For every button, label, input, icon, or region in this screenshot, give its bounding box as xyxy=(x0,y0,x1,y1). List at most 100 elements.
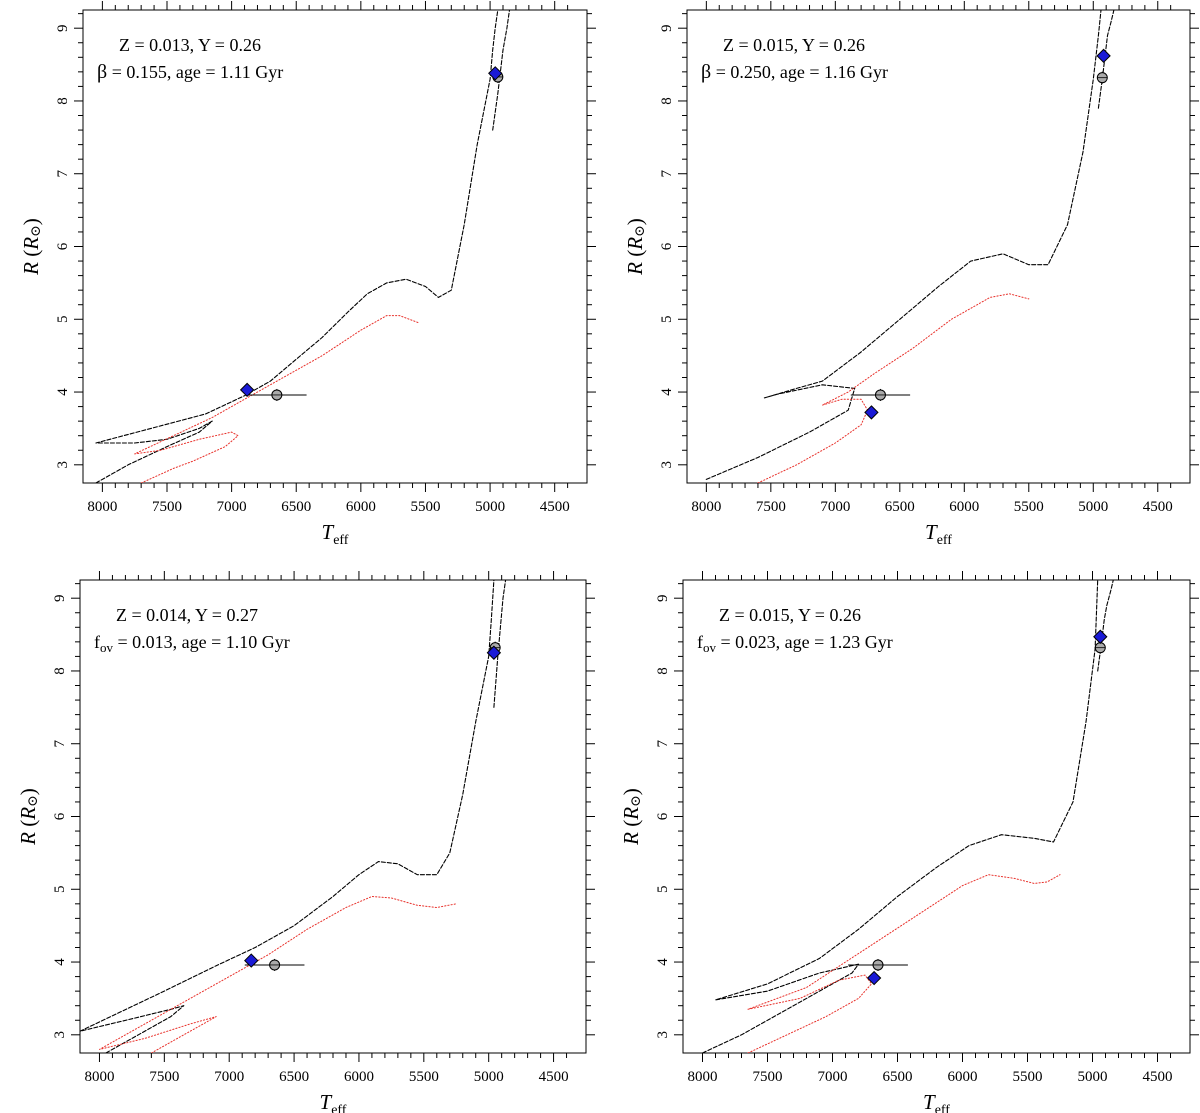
x-axis-subscript: eff xyxy=(935,1103,951,1113)
y-axis-title: R (R⊙) xyxy=(19,218,44,276)
y-axis-close-paren: ) xyxy=(19,218,43,225)
y-axis-unit-subscript: ⊙ xyxy=(633,225,648,237)
annotation-composition: Z = 0.015, Y = 0.26 xyxy=(723,35,865,55)
y-tick-label: 7 xyxy=(52,739,68,747)
y-tick-label: 9 xyxy=(655,594,671,602)
y-axis-open-paren: ( xyxy=(16,820,40,832)
x-axis-subscript: eff xyxy=(333,533,349,548)
x-axis-title: Teff xyxy=(923,1090,950,1113)
annotation-parameter-symbol: β xyxy=(701,61,711,83)
y-axis-unit: R xyxy=(19,237,43,251)
x-tick-label: 6500 xyxy=(885,499,915,515)
x-axis-symbol: T xyxy=(925,520,938,544)
annotation-parameter-values: = 0.155, age = 1.11 Gyr xyxy=(107,62,283,82)
annotation-parameter-values: = 0.250, age = 1.16 Gyr xyxy=(711,62,888,82)
x-tick-label: 6000 xyxy=(948,1069,978,1085)
annotation-parameter-symbol: f xyxy=(94,632,100,652)
y-axis-symbol: R xyxy=(619,832,643,846)
x-tick-label: 7000 xyxy=(217,499,247,515)
y-tick-label: 5 xyxy=(659,316,675,324)
y-axis-close-paren: ) xyxy=(623,218,647,225)
secondary-track-line xyxy=(747,874,1061,1053)
model-point xyxy=(239,382,255,398)
model-point xyxy=(866,970,882,986)
y-axis-symbol: R xyxy=(16,832,40,846)
x-axis-subscript: eff xyxy=(937,533,953,548)
y-axis-unit-subscript: ⊙ xyxy=(629,795,644,807)
y-tick-label: 4 xyxy=(659,388,675,396)
x-tick-label: 5000 xyxy=(475,499,505,515)
y-axis-title: R (R⊙) xyxy=(619,788,644,846)
data-layer xyxy=(701,580,1114,1053)
data-layer xyxy=(705,10,1115,483)
model-point xyxy=(244,953,259,968)
y-axis-unit: R xyxy=(623,237,647,251)
x-tick-label: 6500 xyxy=(883,1069,913,1085)
x-tick-label: 8000 xyxy=(87,499,117,515)
y-tick-label: 8 xyxy=(52,667,68,675)
secondary-track-line xyxy=(757,293,1030,483)
annotation-parameters: fov = 0.023, age = 1.23 Gyr xyxy=(697,632,893,655)
x-tick-label: 5000 xyxy=(1078,1069,1108,1085)
annotation-parameters: β = 0.155, age = 1.11 Gyr xyxy=(97,61,283,83)
annotation-parameter-subscript: ov xyxy=(100,640,114,655)
y-tick-label: 5 xyxy=(55,316,71,324)
y-axis-title: R (R⊙) xyxy=(16,788,41,846)
x-tick-label: 8000 xyxy=(688,1069,718,1085)
annotation-parameter-symbol: β xyxy=(97,61,107,83)
y-tick-label: 3 xyxy=(55,461,71,469)
y-tick-label: 5 xyxy=(52,886,68,894)
model-point xyxy=(488,66,503,81)
x-tick-label: 8000 xyxy=(691,499,721,515)
primary-track-line xyxy=(95,10,499,483)
x-tick-label: 7500 xyxy=(149,1069,179,1085)
annotation-parameter-values: = 0.013, age = 1.10 Gyr xyxy=(113,632,290,652)
model-point xyxy=(1096,48,1111,64)
x-tick-label: 6000 xyxy=(346,499,376,515)
x-axis-symbol: T xyxy=(923,1090,936,1113)
y-tick-label: 9 xyxy=(55,24,71,32)
x-tick-label: 6500 xyxy=(281,499,311,515)
secondary-track-line xyxy=(99,896,457,1053)
model-point xyxy=(864,405,879,420)
x-tick-label: 4500 xyxy=(540,499,570,515)
y-tick-label: 9 xyxy=(659,24,675,32)
y-tick-label: 8 xyxy=(659,97,675,105)
x-tick-label: 5500 xyxy=(1013,1069,1043,1085)
y-axis-open-paren: ( xyxy=(619,820,643,832)
x-tick-label: 6000 xyxy=(949,499,979,515)
y-axis-unit-subscript: ⊙ xyxy=(29,225,44,237)
x-axis-title: Teff xyxy=(925,520,952,548)
annotation-parameters: β = 0.250, age = 1.16 Gyr xyxy=(701,61,888,83)
x-axis-title: Teff xyxy=(320,1090,347,1113)
y-axis-unit-subscript: ⊙ xyxy=(26,795,41,807)
y-tick-label: 8 xyxy=(655,667,671,675)
x-axis-title: Teff xyxy=(322,520,349,548)
x-tick-label: 7500 xyxy=(756,499,786,515)
primary-track-line xyxy=(1097,10,1115,109)
x-tick-label: 4500 xyxy=(539,1069,569,1085)
x-tick-label: 5500 xyxy=(1014,499,1044,515)
annotation-parameter-subscript: ov xyxy=(703,640,717,655)
x-axis-symbol: T xyxy=(320,1090,333,1113)
x-tick-label: 8000 xyxy=(84,1069,114,1085)
model-point xyxy=(1093,629,1108,644)
x-tick-label: 4500 xyxy=(1143,1069,1173,1085)
y-tick-label: 3 xyxy=(659,461,675,469)
panel-3: 8000 7500 7000 6500 6000 5500 5000 4500 3 4 5 6 7 8 9 T… xyxy=(16,571,595,1113)
y-axis-close-paren: ) xyxy=(16,788,40,795)
x-tick-label: 7500 xyxy=(152,499,182,515)
y-tick-label: 4 xyxy=(52,958,68,966)
y-axis-open-paren: ( xyxy=(623,250,647,262)
annotation-parameters: fov = 0.013, age = 1.10 Gyr xyxy=(94,632,290,655)
y-tick-label: 9 xyxy=(52,594,68,602)
x-tick-label: 7000 xyxy=(818,1069,848,1085)
annotation-parameter-symbol: f xyxy=(697,632,703,652)
y-axis-close-paren: ) xyxy=(619,788,643,795)
x-tick-label: 5000 xyxy=(1078,499,1108,515)
y-tick-label: 4 xyxy=(655,958,671,966)
x-tick-label: 7500 xyxy=(753,1069,783,1085)
y-tick-label: 6 xyxy=(659,242,675,250)
y-axis-unit: R xyxy=(16,807,40,821)
